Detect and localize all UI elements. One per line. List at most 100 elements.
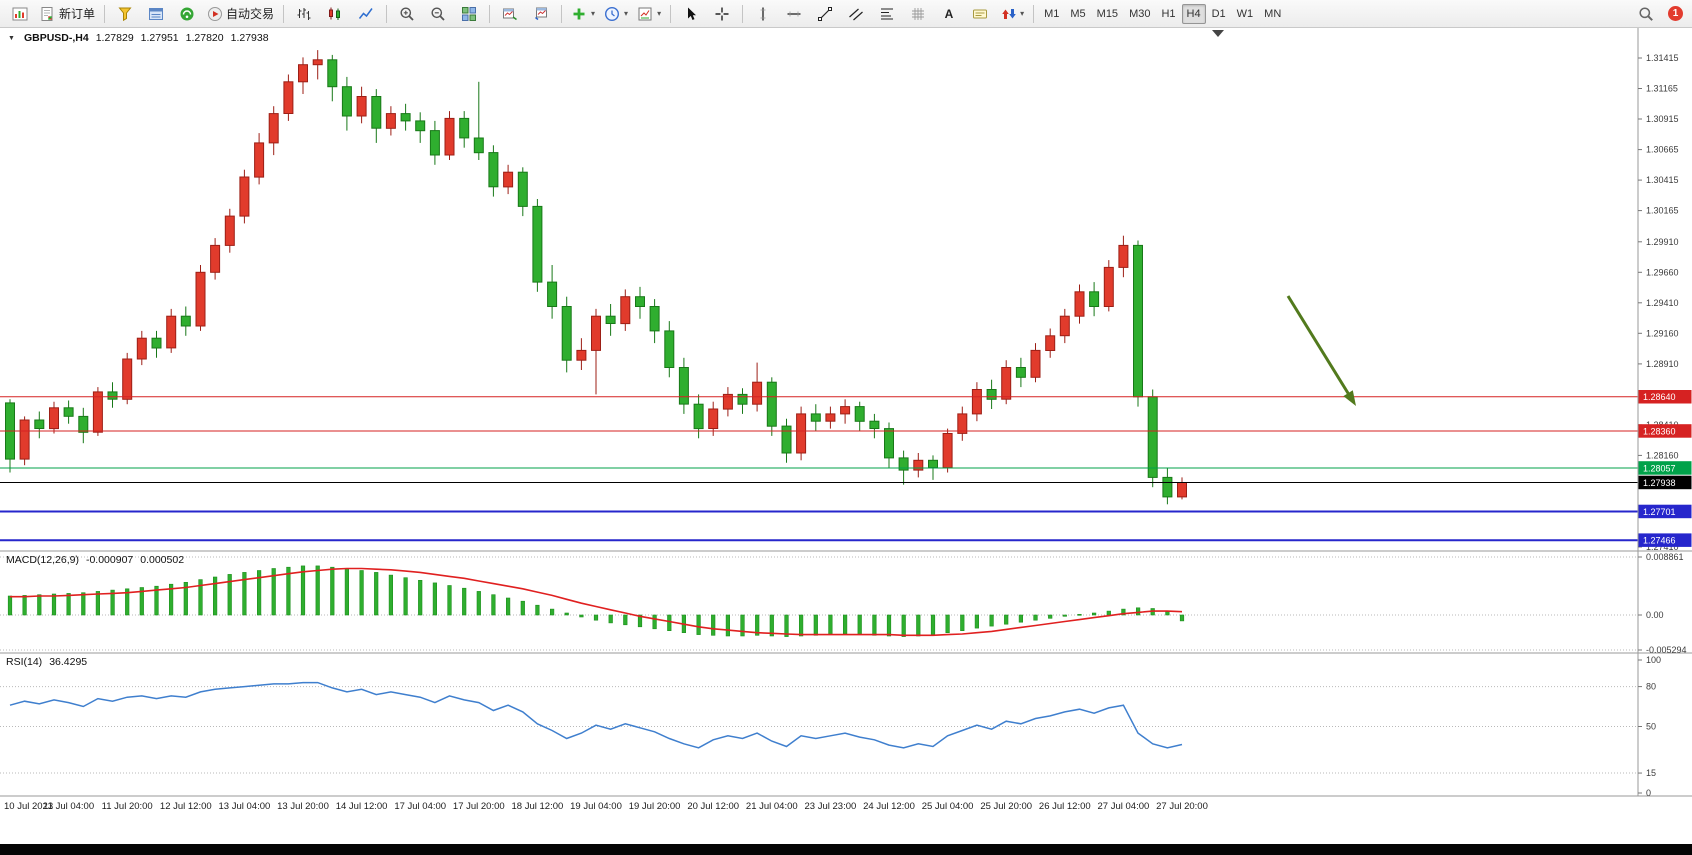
symbol-period-label: GBPUSD-,H4 — [23, 32, 89, 44]
candle — [781, 425, 792, 454]
candle — [180, 315, 191, 327]
pane-borders — [0, 28, 1692, 797]
chevron-down-icon[interactable]: ▾ — [657, 9, 662, 18]
market-watch-button[interactable] — [110, 2, 140, 26]
price-axis-label: 1.31415 — [1646, 53, 1679, 63]
data-window-button[interactable] — [141, 2, 171, 26]
macd-histogram-bar — [1165, 611, 1170, 616]
timeframe-m1-button[interactable]: M1 — [1044, 7, 1060, 20]
chart-canvas[interactable]: 1.31415 1.31165 1.30915 1.30665 1.30415 1.301… — [0, 28, 1692, 844]
candle — [166, 315, 177, 349]
candle — [371, 96, 382, 129]
timeframe-h1-button[interactable]: H1 — [1161, 7, 1176, 20]
candle — [444, 117, 455, 156]
zoom-out-button[interactable] — [423, 2, 453, 26]
macd-histogram-bar — [667, 614, 672, 631]
indicators-button[interactable]: ▾ — [567, 2, 599, 26]
candle — [664, 330, 675, 368]
macd-histogram-bar — [242, 572, 247, 616]
macd-signal-line — [10, 567, 1183, 637]
price-badge — [1638, 424, 1692, 438]
macd-histogram-bar — [388, 574, 394, 616]
templates-button[interactable]: ▾ — [633, 2, 665, 26]
candle — [517, 171, 528, 207]
community-icon — [179, 6, 195, 22]
candle — [942, 433, 953, 469]
timeframe-m5-button[interactable]: M5 — [1070, 7, 1086, 20]
price-badge — [1638, 390, 1692, 404]
candle — [400, 113, 411, 122]
tile-windows-button[interactable] — [454, 2, 484, 26]
fibonacci-retracement-button[interactable] — [872, 2, 902, 26]
trend-arrow[interactable] — [1286, 295, 1356, 406]
text-button[interactable]: A — [934, 2, 964, 26]
channel-icon — [848, 6, 864, 22]
candle — [122, 358, 133, 400]
macd-histogram-bar — [447, 585, 452, 616]
funnel-icon — [117, 6, 133, 22]
price-badge-label: 1.27938 — [1643, 478, 1676, 488]
notification-badge[interactable]: 1 — [1668, 6, 1683, 21]
ohlc-close: 1.27938 — [230, 32, 269, 44]
candle — [268, 113, 279, 144]
indicator-level-lines — [0, 556, 1638, 774]
chart-shift-button[interactable] — [526, 2, 556, 26]
timeframe-h4-button[interactable]: H4 — [1181, 3, 1206, 24]
arrange-windows-button[interactable] — [495, 2, 525, 26]
text-label-button[interactable] — [965, 2, 995, 26]
chart-type-bars-button[interactable] — [289, 2, 319, 26]
chevron-down-icon[interactable]: ▾ — [591, 9, 596, 18]
equidistant-channel-button[interactable] — [841, 2, 871, 26]
cursor-button[interactable] — [676, 2, 706, 26]
chart-type-line-button[interactable] — [351, 2, 381, 26]
macd-histogram-bar — [798, 614, 804, 637]
horizontal-line-button[interactable] — [779, 2, 809, 26]
community-button[interactable] — [172, 2, 202, 26]
chart-type-candles-button[interactable] — [320, 2, 350, 26]
labeltag-icon — [972, 6, 988, 22]
macd-histogram-bar — [462, 587, 467, 616]
macd-histogram-bar — [213, 576, 218, 616]
one-click-trading-arrow-icon[interactable]: ▼ — [8, 34, 15, 42]
crosshair-button[interactable] — [707, 2, 737, 26]
trend-line-button[interactable] — [810, 2, 840, 26]
timeframe-m30-button[interactable]: M30 — [1129, 7, 1151, 20]
macd-histogram-bar — [110, 589, 115, 616]
candle — [136, 337, 147, 360]
auto-trading-button[interactable]: 自动交易 — [203, 2, 278, 26]
toolbar-separator — [489, 4, 491, 23]
indicator-plus-icon — [571, 6, 587, 22]
periods-button[interactable]: ▾ — [600, 2, 632, 26]
macd-series — [7, 565, 1185, 637]
candle — [298, 64, 308, 83]
auto-trading-label: 自动交易 — [226, 7, 275, 21]
zoom-in-button[interactable] — [392, 2, 422, 26]
macd-histogram-bar — [1179, 614, 1185, 622]
magnifier-icon — [1638, 6, 1654, 22]
timeframe-m15-button[interactable]: M15 — [1096, 7, 1119, 20]
drawing-grid-button[interactable] — [903, 2, 933, 26]
candlestick-series[interactable] — [5, 50, 1187, 505]
timeframe-d1-button[interactable]: D1 — [1211, 7, 1226, 20]
timeframe-w1-button[interactable]: W1 — [1236, 7, 1254, 20]
search-button[interactable] — [1631, 2, 1661, 26]
macd-histogram-bar — [432, 582, 438, 616]
new-order-button[interactable]: 新订单 — [36, 2, 99, 26]
new-chart-button[interactable] — [5, 2, 35, 26]
chart-shift-marker-icon[interactable] — [1212, 30, 1224, 37]
chart-window: 1.31415 1.31165 1.30915 1.30665 1.30415 1.301… — [0, 28, 1692, 844]
win2-icon — [533, 6, 549, 22]
timeframe-mn-button[interactable]: MN — [1264, 7, 1282, 20]
rsi-axis-label: 80 — [1646, 682, 1656, 692]
candle — [884, 428, 894, 459]
candle — [63, 407, 74, 417]
time-axis-label: 14 Jul 12:00 — [336, 801, 388, 812]
chevron-down-icon[interactable]: ▾ — [1020, 9, 1025, 18]
arrow-objects-button[interactable]: ▾ — [996, 2, 1028, 26]
macd-histogram-bar — [857, 614, 862, 635]
vertical-line-button[interactable] — [748, 2, 778, 26]
candle — [341, 86, 352, 117]
chevron-down-icon[interactable]: ▾ — [624, 9, 629, 18]
macd-histogram-bar — [608, 614, 613, 624]
